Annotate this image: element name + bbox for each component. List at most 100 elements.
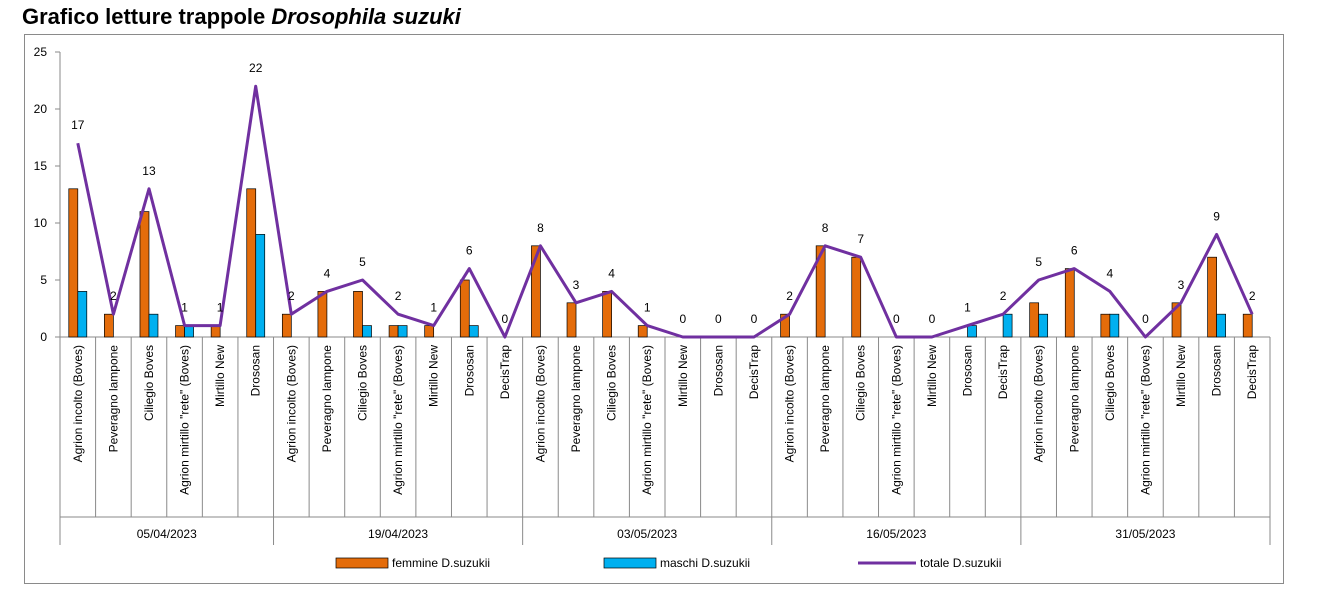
data-label-totale: 2 [110,289,117,303]
bar-maschi [1216,313,1226,338]
bar-femmine [68,188,79,338]
data-label-totale: 0 [715,312,722,326]
bar-maschi [77,291,88,338]
x-tick-label: Mirtillo New [676,345,690,407]
data-label-totale: 22 [249,61,263,75]
y-tick-label: 10 [34,216,48,230]
x-tick-label: Agrion mirtillo "rete" (Boves) [640,345,654,495]
x-tick-label: DecisTrap [1245,345,1259,400]
bar-femmine [566,302,577,338]
bar-femmine [388,325,399,338]
data-label-totale: 2 [1249,289,1256,303]
data-label-totale: 0 [679,312,686,326]
data-label-totale: 0 [893,312,900,326]
x-tick-label: Mirtillo New [925,345,939,407]
bar-maschi [1038,313,1049,338]
x-tick-label: Peveragno lampone [320,345,334,453]
x-tick-label: Drososan [249,345,263,396]
data-label-totale: 4 [324,266,331,280]
x-tick-label: Ciliegio Boves [356,345,370,421]
x-tick-label: Agrion incolto (Boves) [1032,345,1046,462]
bar-femmine [1100,313,1111,338]
legend-swatch-bar [603,557,657,569]
bar-maschi [967,325,977,338]
data-label-totale: 1 [644,301,651,315]
bar-femmine [210,325,221,338]
legend-swatch-bar [335,557,389,569]
x-tick-label: Drososan [961,345,975,396]
legend-label: femmine D.suzukii [392,556,490,570]
legend-label: maschi D.suzukii [660,556,750,570]
bar-maschi [184,325,194,338]
data-label-totale: 2 [1000,289,1007,303]
bar-femmine [780,313,790,338]
bar-femmine [281,313,292,338]
data-label-totale: 3 [1178,278,1185,292]
bar-femmine [1242,313,1253,338]
group-date-label: 05/04/2023 [137,527,197,541]
x-tick-label: Agrion mirtillo "rete" (Boves) [178,345,192,495]
data-label-totale: 2 [786,289,793,303]
bar-femmine [1171,302,1182,338]
x-tick-label: DecisTrap [747,345,761,400]
x-tick-label: Peveragno lampone [818,345,832,453]
x-tick-label: DecisTrap [996,345,1010,400]
data-label-totale: 6 [466,244,473,258]
x-tick-label: Agrion incolto (Boves) [284,345,298,462]
x-tick-label: Peveragno lampone [1067,345,1081,453]
x-tick-label: Agrion incolto (Boves) [533,345,547,462]
x-tick-label: Mirtillo New [213,345,227,407]
bar-maschi [255,234,266,338]
x-tick-label: DecisTrap [498,345,512,400]
chart-title: Grafico letture trappole Drosophila suzu… [22,4,461,30]
x-tick-label: Drososan [462,345,476,396]
bar-femmine [1029,302,1040,338]
data-label-totale: 3 [573,278,580,292]
x-tick-label: Mirtillo New [427,345,441,407]
x-tick-label: Drososan [1210,345,1224,396]
x-tick-label: Agrion incolto (Boves) [71,345,85,462]
group-date-label: 16/05/2023 [866,527,926,541]
group-date-label: 03/05/2023 [617,527,677,541]
x-tick-label: Agrion incolto (Boves) [783,345,797,462]
group-date-label: 31/05/2023 [1115,527,1175,541]
chart-title-main: Grafico letture trappole [22,4,272,29]
data-label-totale: 8 [822,221,829,235]
bar-maschi [1109,313,1120,338]
data-label-totale: 0 [502,312,509,326]
data-label-totale: 17 [71,118,85,132]
chart-title-species: Drosophila suzuki [271,4,461,29]
bar-femmine [815,245,826,338]
bar-femmine [317,291,328,338]
chart-frame [24,34,1284,584]
bar-femmine [1064,268,1075,338]
x-tick-label: Agrion mirtillo "rete" (Boves) [391,345,405,495]
data-label-totale: 1 [964,301,971,315]
bar-femmine [531,245,541,338]
y-tick-label: 0 [40,330,47,344]
legend-label: totale D.suzukii [920,556,1001,570]
x-tick-label: Mirtillo New [1174,345,1188,407]
data-label-totale: 1 [181,301,188,315]
bar-maschi [397,325,408,338]
x-tick-label: Agrion mirtillo "rete" (Boves) [889,345,903,495]
data-label-totale: 0 [751,312,758,326]
bar-femmine [459,279,470,338]
data-label-totale: 1 [430,301,437,315]
bar-femmine [424,325,435,338]
bar-femmine [104,313,114,338]
y-tick-label: 5 [40,273,47,287]
x-tick-label: Ciliegio Boves [1103,345,1117,421]
x-tick-label: Ciliegio Boves [142,345,156,421]
bar-maschi [1002,313,1013,338]
data-label-totale: 5 [359,255,366,269]
data-label-totale: 6 [1071,244,1078,258]
data-label-totale: 7 [857,232,864,246]
data-label-totale: 4 [1107,266,1114,280]
data-label-totale: 1 [217,301,224,315]
x-tick-label: Peveragno lampone [106,345,120,453]
x-tick-label: Drososan [711,345,725,396]
bar-femmine [246,188,257,338]
y-tick-label: 15 [34,159,48,173]
